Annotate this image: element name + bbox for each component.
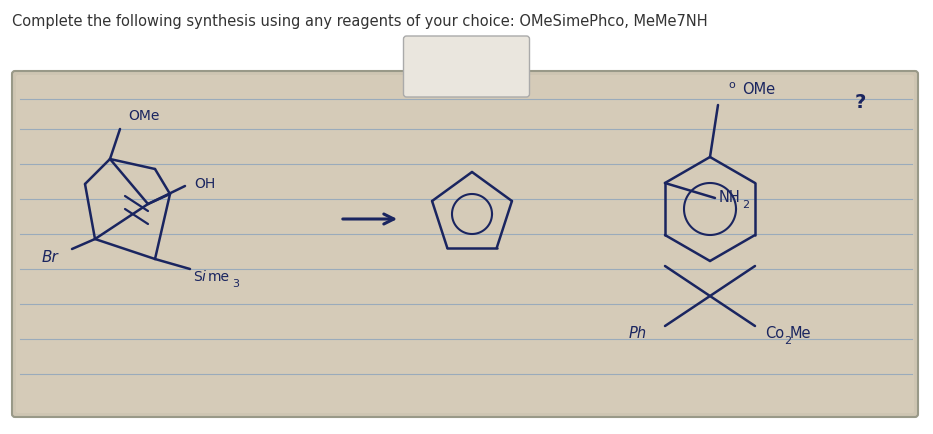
Text: OH: OH xyxy=(194,177,216,191)
Text: NH: NH xyxy=(719,191,741,206)
Text: o: o xyxy=(728,80,735,90)
Text: Br: Br xyxy=(41,250,58,264)
Text: Complete the following synthesis using any reagents of your choice: OMeSimePhco,: Complete the following synthesis using a… xyxy=(12,14,707,29)
Text: OMe: OMe xyxy=(128,109,160,123)
Text: Me: Me xyxy=(790,326,812,341)
Text: Co: Co xyxy=(765,326,784,341)
Text: 2: 2 xyxy=(742,200,749,210)
Text: 3: 3 xyxy=(232,279,239,289)
Text: 2: 2 xyxy=(784,336,791,346)
Text: S: S xyxy=(193,270,202,284)
Text: me: me xyxy=(208,270,230,284)
Text: Ph: Ph xyxy=(629,326,648,341)
FancyBboxPatch shape xyxy=(403,36,530,97)
Text: i: i xyxy=(202,270,206,284)
Text: OMe: OMe xyxy=(742,82,775,96)
FancyBboxPatch shape xyxy=(12,71,918,417)
Text: ?: ? xyxy=(855,92,866,112)
FancyBboxPatch shape xyxy=(16,75,914,413)
